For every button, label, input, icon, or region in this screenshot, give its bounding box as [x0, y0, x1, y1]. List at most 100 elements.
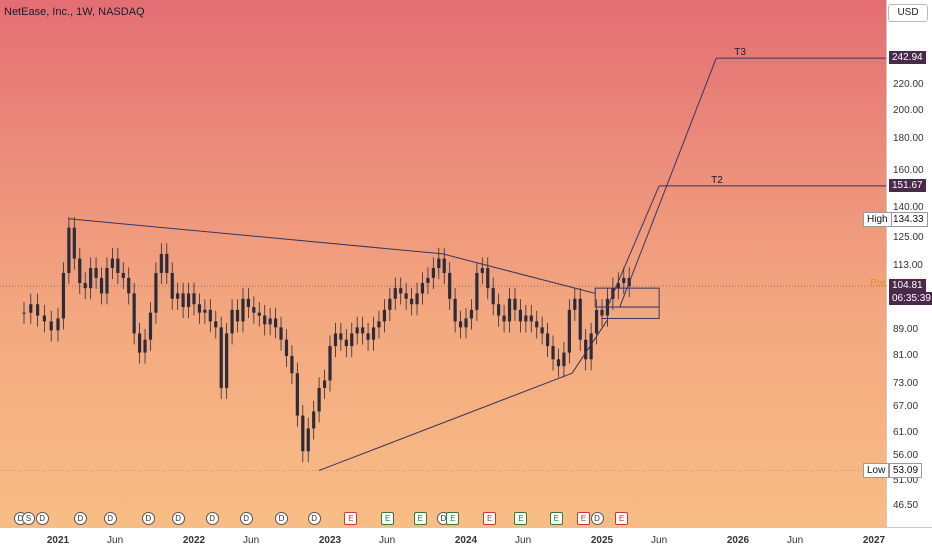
chart-area[interactable]: T3 T2 NetEase, Inc., 1W, NASDAQ: [0, 0, 886, 527]
trendline: [318, 372, 573, 471]
time-tick: Jun: [651, 535, 668, 546]
dividend-marker[interactable]: D: [275, 512, 289, 525]
dividend-marker[interactable]: D: [239, 512, 253, 525]
candle-body: [317, 387, 321, 412]
price-tick: 113.00: [893, 259, 923, 271]
candle-body: [371, 327, 376, 340]
candle-body: [67, 227, 71, 273]
candle-body: [110, 258, 114, 269]
candle-body: [399, 288, 403, 294]
price-tick: 73.00: [893, 378, 919, 390]
candle-body: [475, 272, 479, 310]
candle-body: [513, 298, 517, 310]
dividend-marker[interactable]: S: [22, 512, 36, 525]
time-tick: Jun: [787, 535, 804, 546]
candle-body: [458, 321, 463, 328]
dividend-marker[interactable]: D: [103, 512, 117, 525]
price-tag-value: 242.94: [889, 51, 926, 65]
price-tick: 51.00: [893, 475, 919, 487]
dividend-marker[interactable]: D: [35, 512, 49, 525]
candle-body: [203, 309, 207, 313]
price-tag-value: 53.09: [889, 463, 923, 479]
price-scale[interactable]: [886, 0, 932, 527]
dividend-marker[interactable]: D: [141, 512, 155, 525]
price-tick: 81.00: [893, 349, 919, 361]
time-tick: 2027: [862, 535, 886, 546]
candle-body: [546, 333, 550, 347]
candle-body: [529, 315, 533, 322]
price-tag-label: High: [863, 211, 892, 227]
time-tick: 2026: [726, 535, 750, 546]
candle-body: [551, 346, 555, 360]
dividend-marker[interactable]: D: [307, 512, 321, 525]
candle-body: [148, 312, 153, 340]
candle-body: [453, 298, 457, 322]
symbol-title: NetEase, Inc., 1W, NASDAQ: [4, 6, 145, 18]
earnings-marker[interactable]: E: [549, 512, 563, 525]
candle-body: [29, 304, 33, 313]
candle-body: [556, 359, 561, 367]
range-box: [594, 287, 660, 308]
countdown-timer: 06:35:39: [889, 292, 932, 306]
candle-body: [230, 309, 234, 334]
dividend-marker[interactable]: D: [73, 512, 87, 525]
earnings-marker[interactable]: E: [576, 512, 590, 525]
earnings-marker[interactable]: E: [446, 512, 460, 525]
dividend-marker[interactable]: D: [590, 512, 604, 525]
candle-body: [235, 309, 240, 322]
candle-body: [72, 227, 76, 259]
time-tick: 2025: [590, 535, 614, 546]
candle-body: [584, 339, 588, 360]
candle-body: [404, 293, 408, 299]
candle-body: [469, 309, 474, 319]
candle-body: [486, 268, 490, 289]
candle-body: [105, 268, 109, 294]
price-tick: 56.00: [893, 450, 919, 461]
earnings-marker[interactable]: E: [381, 512, 395, 525]
candle-body: [524, 315, 528, 322]
candle-body: [366, 333, 370, 340]
candle-body: [442, 258, 446, 273]
price-chart[interactable]: T3 T2: [0, 0, 886, 527]
time-axis[interactable]: [0, 527, 932, 551]
time-tick: 2023: [318, 535, 342, 546]
candle-body: [567, 309, 571, 353]
candle-body: [562, 352, 566, 367]
candle-body: [355, 327, 359, 334]
time-tick: Jun: [379, 535, 396, 546]
candle-body: [464, 318, 468, 328]
earnings-marker[interactable]: E: [413, 512, 427, 525]
candle-body: [192, 293, 196, 305]
candle-body: [208, 309, 212, 322]
earnings-marker[interactable]: E: [514, 512, 528, 525]
candle-body: [94, 268, 98, 278]
price-tag-value: 104.81: [889, 279, 926, 293]
candle-body: [274, 318, 278, 328]
dividend-marker[interactable]: D: [171, 512, 185, 525]
price-tick: 160.00: [893, 165, 924, 177]
candle-body: [279, 327, 283, 340]
price-tick: 67.00: [893, 401, 919, 413]
earnings-marker[interactable]: E: [344, 512, 358, 525]
time-tick: 2024: [454, 535, 478, 546]
candle-body: [219, 327, 223, 388]
candle-body: [388, 298, 392, 310]
candle-body: [480, 268, 484, 273]
time-tick: Jun: [243, 535, 260, 546]
earnings-marker[interactable]: E: [483, 512, 497, 525]
projection-line: [619, 57, 717, 308]
candle-body: [377, 321, 381, 328]
candle-body: [410, 298, 414, 305]
candle-body: [61, 272, 66, 319]
candle-body: [257, 312, 261, 316]
price-tick: 125.00: [893, 232, 924, 244]
dividend-marker[interactable]: D: [205, 512, 219, 525]
candle-body: [502, 315, 506, 322]
candle-body: [225, 333, 229, 388]
earnings-marker[interactable]: E: [615, 512, 629, 525]
candle-body: [426, 277, 430, 283]
currency-button[interactable]: USD: [888, 4, 928, 22]
candle-body: [497, 304, 501, 316]
candle-body: [306, 428, 310, 452]
target-label-t2: T2: [711, 175, 723, 186]
